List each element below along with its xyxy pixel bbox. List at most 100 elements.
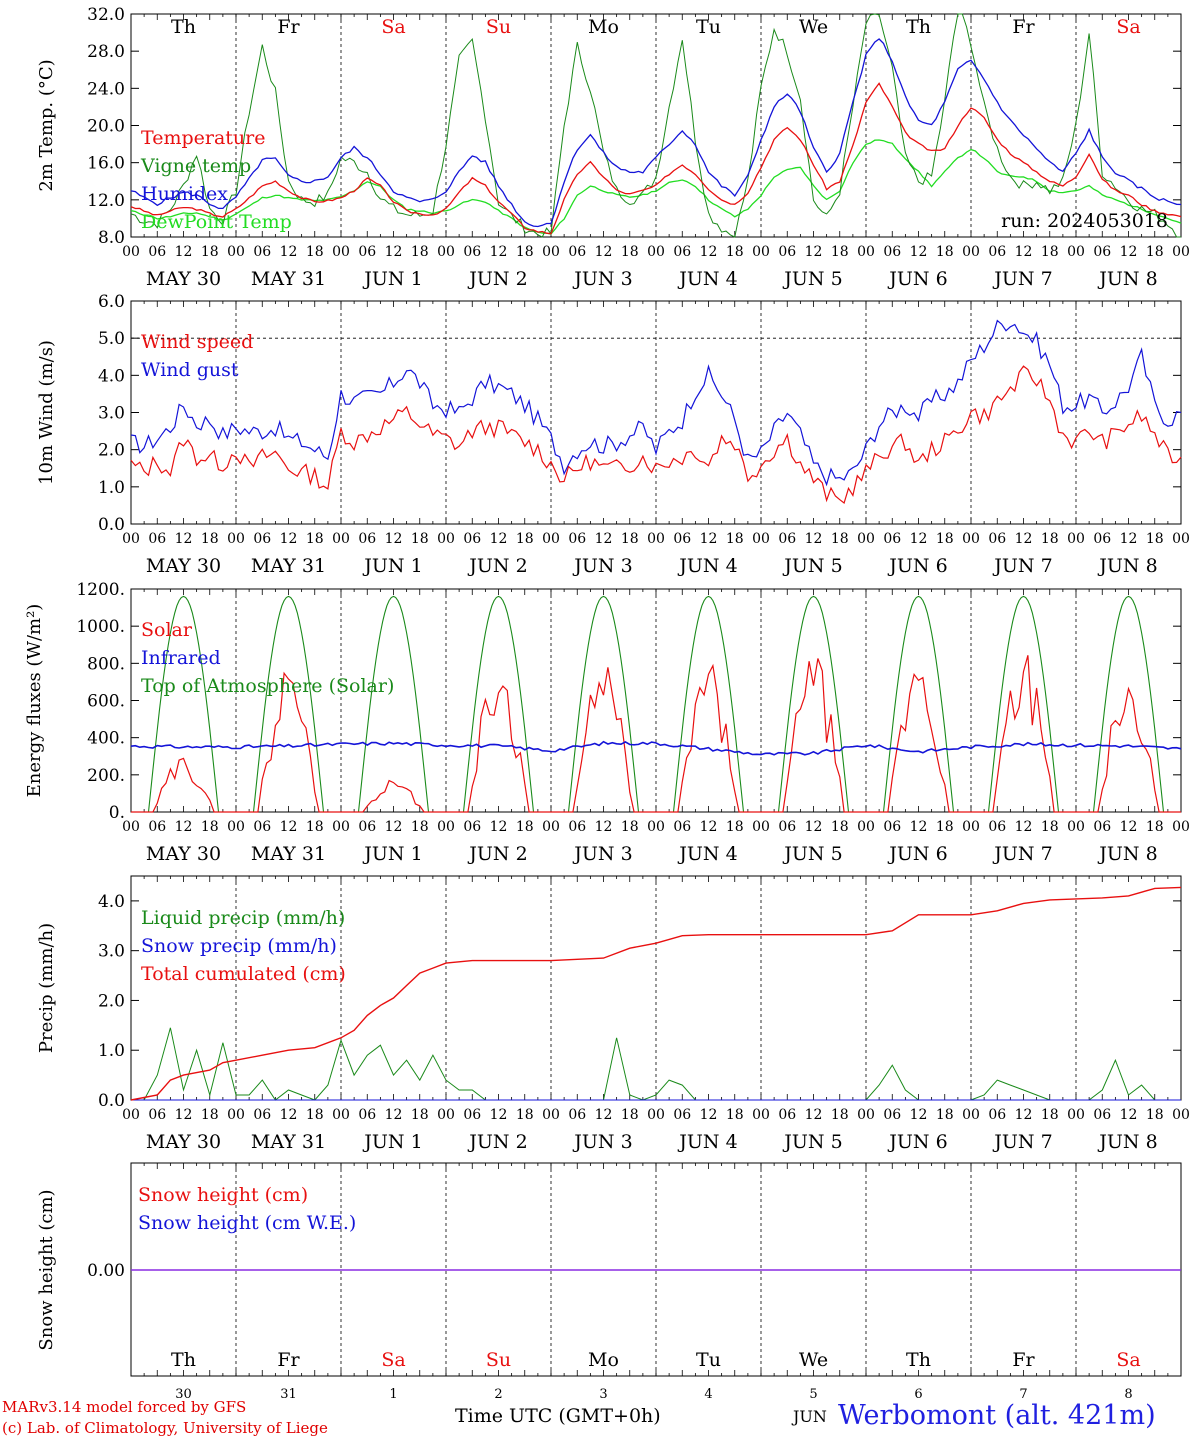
hour-tick-label: 00 [1067,531,1085,547]
hour-tick-label: 00 [227,1107,245,1123]
date-label: JUN 2 [467,1131,527,1153]
y-tick-label: 1.0 [98,478,125,498]
hour-tick-label: 12 [385,531,403,547]
hour-tick-label: 06 [883,244,901,260]
flux-ylabel: Energy fluxes (W/m²) [24,604,45,798]
y-tick-label: 24.0 [87,79,125,99]
hour-tick-label: 18 [516,819,534,835]
hour-tick-label: 12 [805,244,823,260]
hour-tick-label: 12 [595,531,613,547]
day-name: Tu [696,16,721,38]
legend-snow-height-cm-w-e-: Snow height (cm W.E.) [138,1212,356,1234]
hour-tick-label: 06 [358,244,376,260]
hour-tick-label: 12 [595,819,613,835]
hour-tick-label: 06 [358,1107,376,1123]
hour-tick-label: 06 [673,1107,691,1123]
precip-ylabel: Precip (mm/h) [36,923,57,1053]
legend-total-cumulated-cm-: Total cumulated (cm) [141,963,346,985]
y-tick-label: 0.0 [98,1091,125,1111]
hour-tick-label: 18 [201,531,219,547]
hour-tick-label: 12 [700,244,718,260]
date-label: MAY 30 [146,268,221,290]
hour-tick-label: 06 [463,244,481,260]
hour-tick-label: 18 [831,244,849,260]
hour-tick-label: 18 [1041,819,1059,835]
day-name: Mo [588,1349,619,1371]
hour-tick-label: 18 [726,244,744,260]
hour-tick-label: 00 [1172,819,1190,835]
hour-tick-label: 18 [936,531,954,547]
hour-tick-label: 18 [1146,819,1164,835]
day-name: Su [486,16,511,38]
hour-tick-label: 00 [1172,244,1190,260]
hour-tick-label: 06 [568,531,586,547]
hour-tick-label: 06 [1093,1107,1111,1123]
hour-tick-label: 12 [490,531,508,547]
hour-tick-label: 18 [621,1107,639,1123]
hour-tick-label: 06 [358,531,376,547]
hour-tick-label: 06 [568,244,586,260]
hour-tick-label: 18 [1041,531,1059,547]
date-label: MAY 30 [146,1131,221,1153]
hour-tick-label: 12 [280,819,298,835]
hour-tick-label: 12 [910,1107,928,1123]
hour-tick-label: 00 [227,531,245,547]
hour-tick-label: 06 [988,819,1006,835]
hour-tick-label: 00 [752,531,770,547]
y-tick-label: 4.0 [98,892,125,912]
hour-tick-label: 00 [752,244,770,260]
y-tick-label: 0.00 [87,1261,125,1281]
series-line-vigne-temp [130,13,1181,238]
hour-tick-label: 12 [175,819,193,835]
panel-frame [130,300,1182,525]
hour-tick-label: 06 [148,531,166,547]
y-tick-label: 400. [87,729,125,749]
hour-tick-label: 12 [1015,1107,1033,1123]
y-tick-label: 1000. [76,617,125,637]
temp-ylabel: 2m Temp. (°C) [36,59,57,191]
y-tick-label: 0. [109,803,125,823]
day-name: Mo [588,16,619,38]
hour-tick-label: 12 [280,244,298,260]
series-line-temperature [130,82,1182,235]
date-label: JUN 3 [572,268,632,290]
hour-tick-label: 06 [148,819,166,835]
hour-tick-label: 12 [700,531,718,547]
hour-tick-label: 06 [148,1107,166,1123]
y-tick-label: 5.0 [98,329,125,349]
hour-tick-label: 00 [962,1107,980,1123]
hour-tick-label: 00 [542,244,560,260]
hour-tick-label: 12 [490,1107,508,1123]
hour-tick-label: 18 [936,819,954,835]
hour-tick-label: 12 [805,819,823,835]
hour-tick-label: 00 [437,819,455,835]
hour-tick-label: 00 [332,244,350,260]
hour-tick-label: 18 [306,819,324,835]
hour-tick-label: 00 [332,1107,350,1123]
hour-tick-label: 06 [1093,819,1111,835]
hour-tick-label: 12 [385,244,403,260]
hour-tick-label: 00 [122,531,140,547]
date-label: MAY 31 [251,555,326,577]
hour-tick-label: 06 [883,819,901,835]
hour-tick-label: 12 [1015,244,1033,260]
hour-tick-label: 12 [175,244,193,260]
hour-tick-label: 06 [253,531,271,547]
day-name: Sa [381,1349,405,1371]
hour-tick-label: 12 [1120,531,1138,547]
legend-wind-speed: Wind speed [141,331,253,353]
hour-tick-label: 18 [516,531,534,547]
date-label: JUN 2 [467,555,527,577]
date-label: JUN 6 [887,1131,947,1153]
hour-tick-label: 00 [962,244,980,260]
y-tick-label: 3.0 [98,942,125,962]
hour-tick-label: 06 [673,244,691,260]
hour-tick-label: 00 [437,531,455,547]
hour-tick-label: 18 [831,819,849,835]
day-name: Fr [277,1349,300,1371]
hour-tick-label: 06 [988,244,1006,260]
date-label: JUN 4 [677,843,737,865]
hour-tick-label: 18 [1041,244,1059,260]
hour-tick-label: 18 [621,819,639,835]
hour-tick-label: 18 [1146,244,1164,260]
